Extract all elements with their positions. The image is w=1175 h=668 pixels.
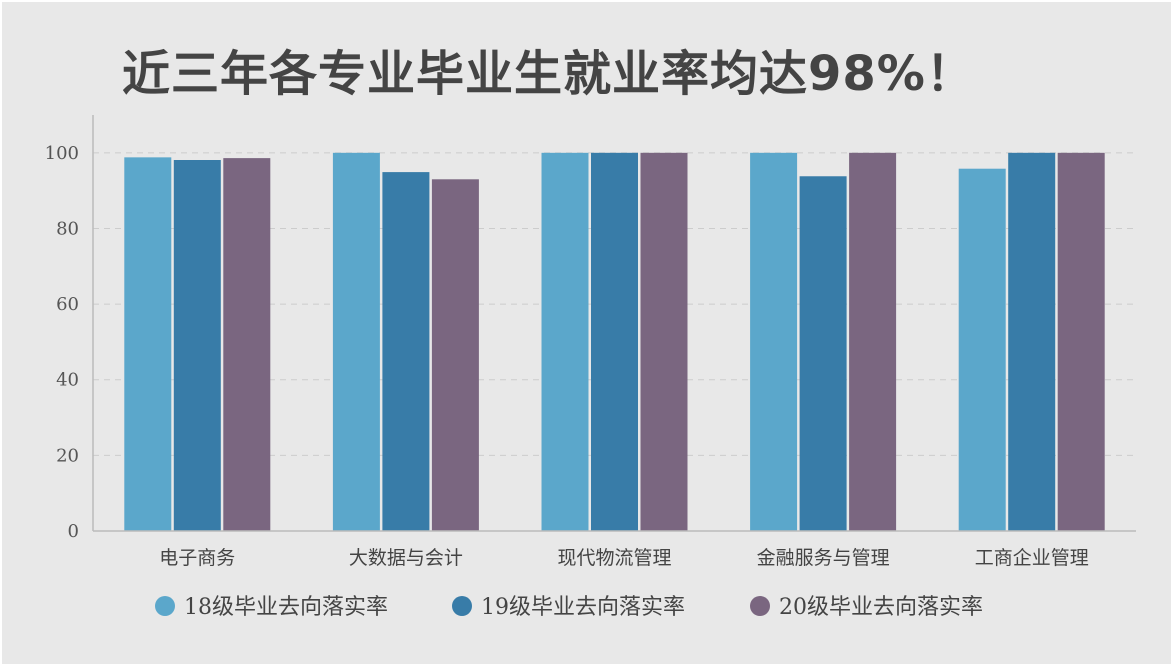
chart-title: 近三年各专业毕业生就业率均达98%！ [122,46,975,102]
y-tick-label: 80 [56,218,79,239]
bar [750,152,798,531]
legend-marker [452,596,472,616]
y-tick-label: 40 [56,370,79,391]
y-tick-label: 60 [56,294,79,315]
legend: 18级毕业去向落实率 19级毕业去向落实率 20级毕业去向落实率 [155,595,983,620]
y-tick-label: 0 [68,521,79,542]
x-category-label: 大数据与会计 [349,547,463,569]
bar [124,157,172,531]
x-category-label: 现代物流管理 [557,547,671,569]
legend-label: 19级毕业去向落实率 [481,595,685,620]
legend-marker [155,596,175,616]
bar [799,176,847,532]
x-category-label: 工商企业管理 [975,547,1089,569]
x-category-labels: 电子商务 大数据与会计 现代物流管理 金融服务与管理 工商企业管理 [159,547,1088,569]
bar [332,152,380,531]
bar [1008,152,1056,531]
y-tick-label: 20 [56,445,79,466]
bar [591,152,638,531]
bar [223,158,271,531]
y-tick-labels: 0 20 40 60 80 100 [45,143,79,542]
x-category-label: 电子商务 [159,547,235,569]
legend-marker [750,596,770,616]
y-tick-label: 100 [45,143,79,164]
bar [173,160,221,531]
bar [382,172,430,531]
legend-label: 18级毕业去向落实率 [184,595,388,620]
axes [92,115,1136,532]
bars [124,152,1105,532]
x-category-label: 金融服务与管理 [757,547,890,569]
bar [1057,152,1105,531]
bar [541,152,589,531]
bar [849,152,897,531]
bar [431,179,479,532]
bar [640,152,688,531]
bar [958,168,1006,531]
legend-label: 20级毕业去向落实率 [779,595,983,620]
